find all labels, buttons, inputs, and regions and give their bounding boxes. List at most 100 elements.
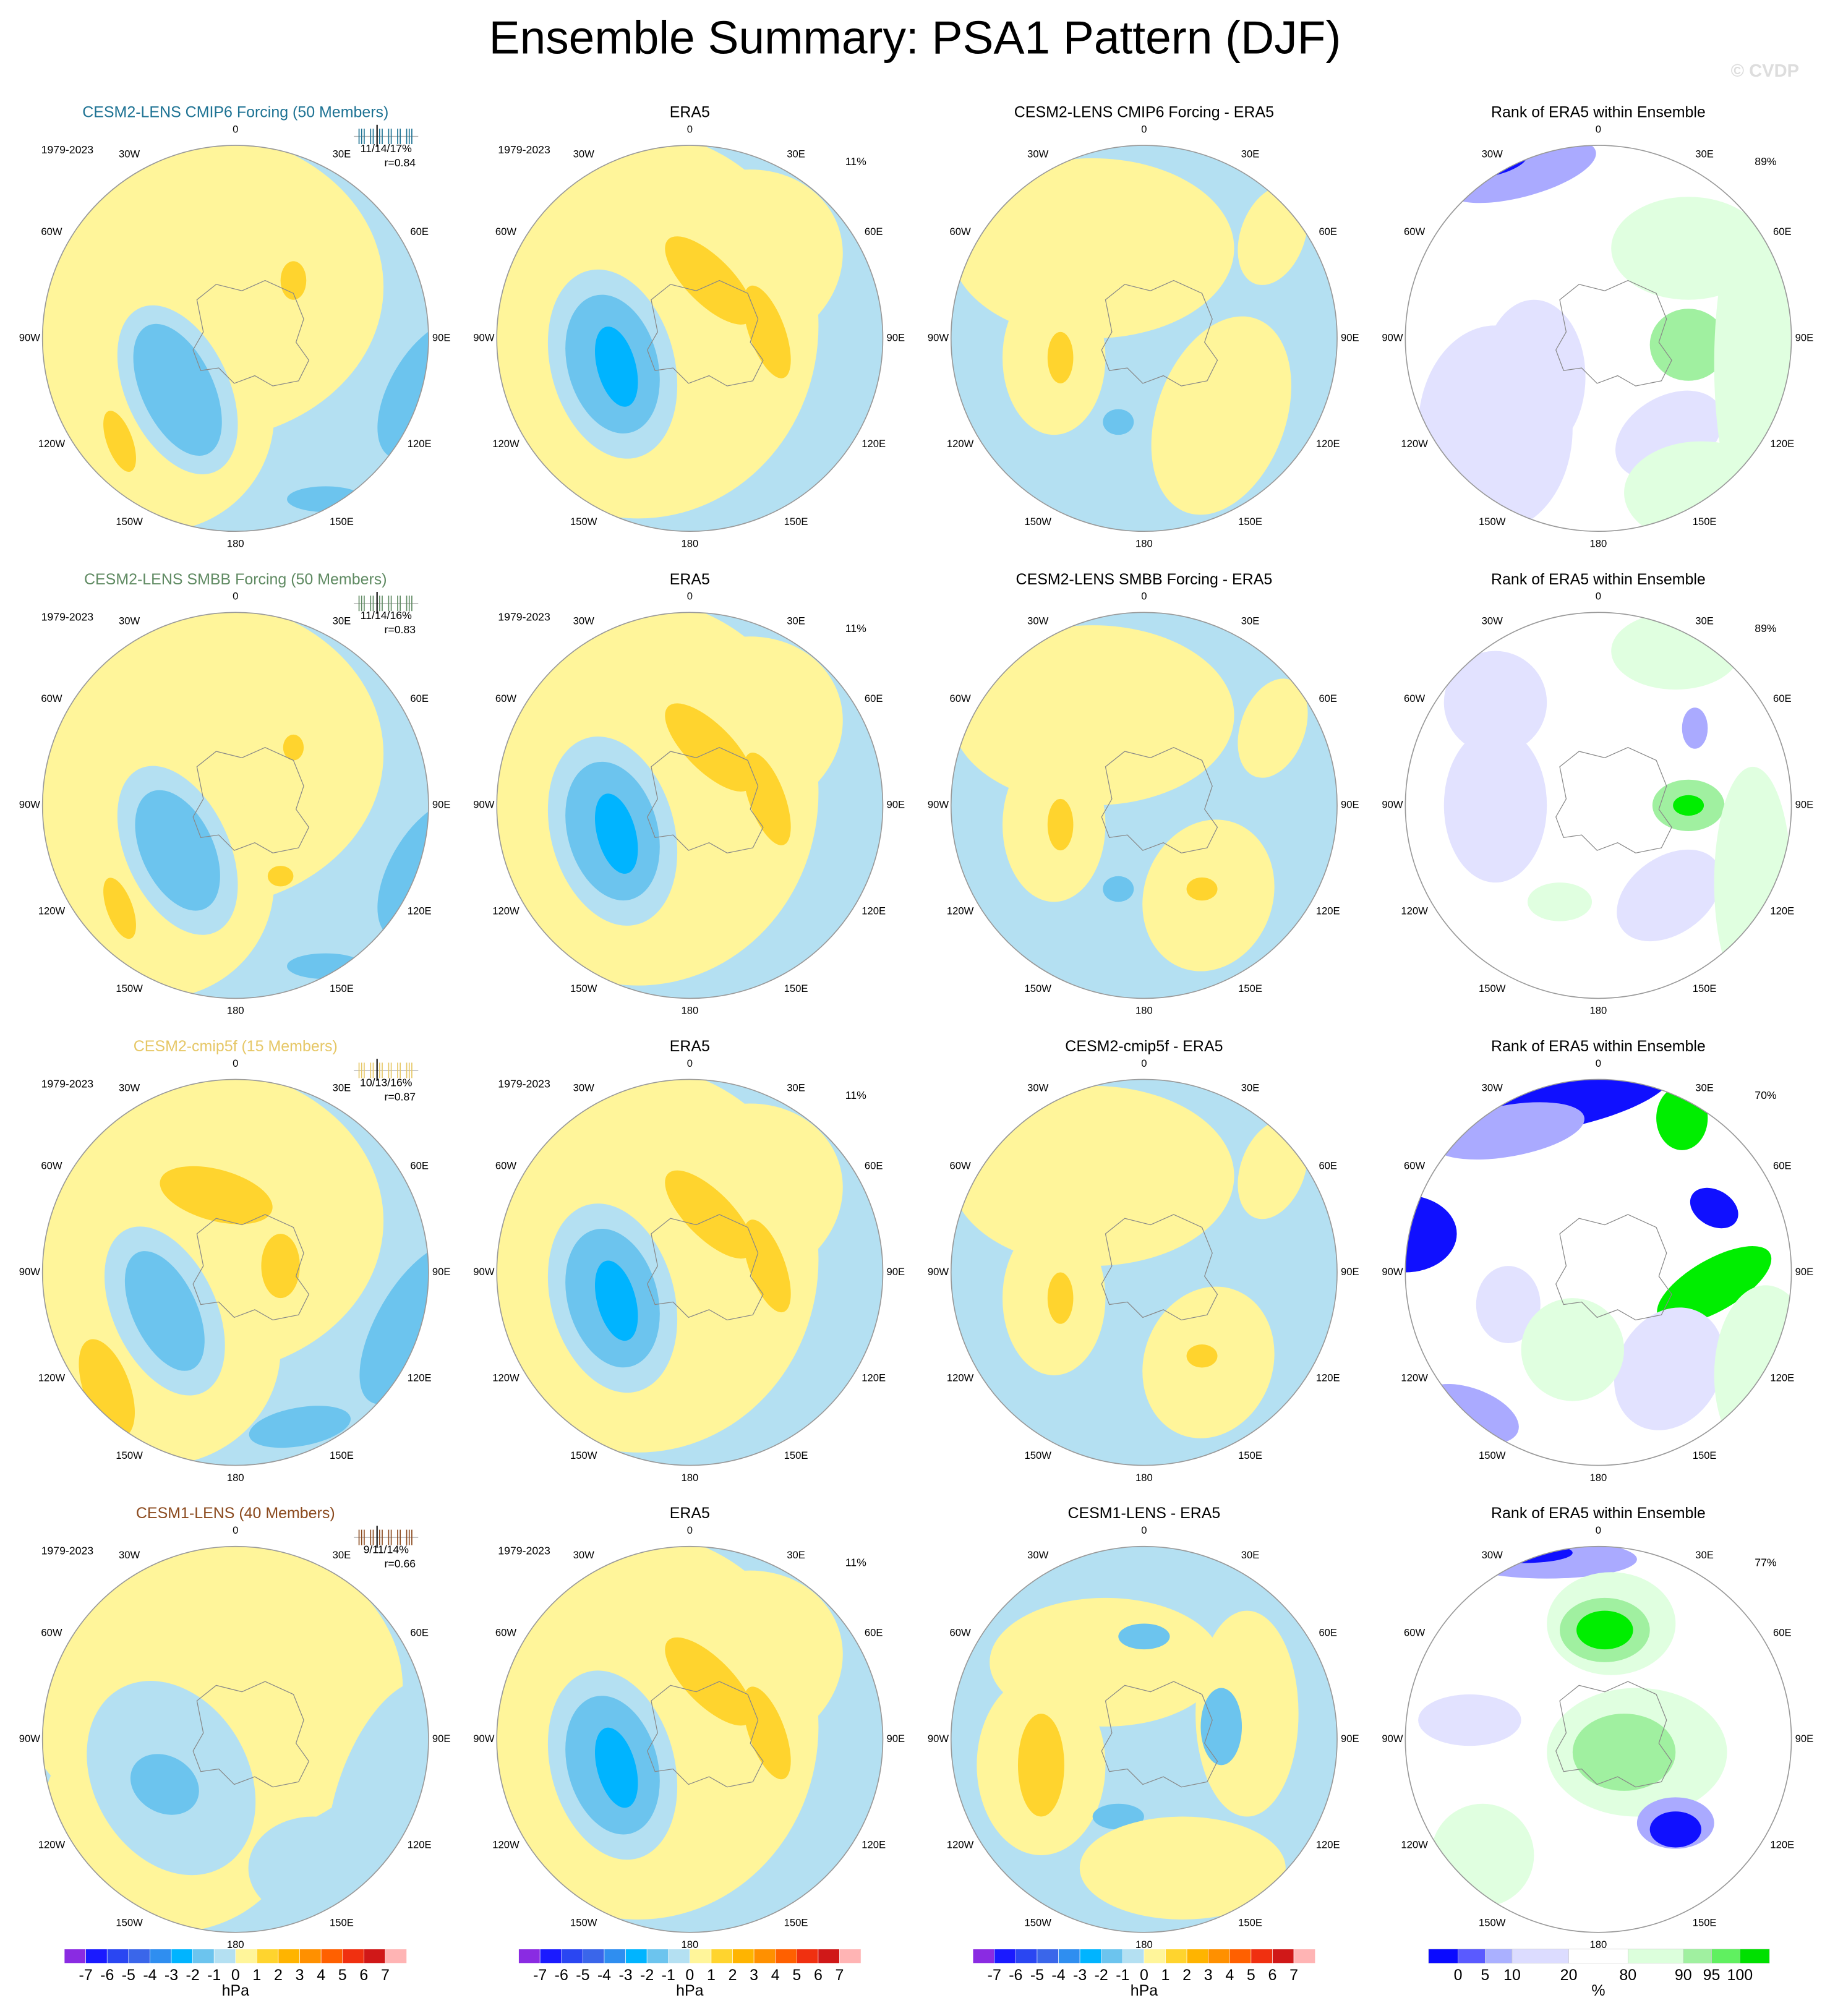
longitude-label: 120E bbox=[862, 1839, 886, 1851]
longitude-label: 60E bbox=[410, 1626, 429, 1638]
map-region bbox=[665, 236, 753, 325]
map-region bbox=[595, 327, 638, 407]
colorbar-box bbox=[1293, 1949, 1315, 1964]
colorbar-label: 3 bbox=[1204, 1967, 1213, 1984]
map-region bbox=[1572, 1714, 1676, 1791]
longitude-label: 90W bbox=[473, 799, 494, 811]
colorbar-label: -6 bbox=[555, 1967, 568, 1984]
colorbar-box bbox=[1458, 1949, 1486, 1964]
longitude-label: 150W bbox=[116, 516, 143, 527]
rank-percent: 89% bbox=[1755, 622, 1777, 634]
longitude-label: 150W bbox=[1479, 516, 1506, 527]
longitude-label: 150W bbox=[116, 1450, 143, 1461]
longitude-label: 120W bbox=[492, 438, 519, 450]
map bbox=[951, 145, 1338, 532]
period: 1979-2023 bbox=[498, 610, 550, 623]
period: 1979-2023 bbox=[498, 1077, 550, 1090]
longitude-label: 30E bbox=[787, 1549, 805, 1561]
longitude-label: 60E bbox=[1773, 693, 1792, 704]
map-region bbox=[1047, 798, 1074, 851]
longitude-label: 120E bbox=[1316, 1839, 1340, 1851]
map bbox=[42, 1546, 429, 1933]
map-region bbox=[249, 1406, 351, 1448]
map-border bbox=[41, 145, 429, 532]
longitude-label: 90E bbox=[432, 799, 451, 811]
colorbar-label: 2 bbox=[274, 1967, 283, 1984]
colorbar-box bbox=[192, 1949, 215, 1964]
map-region bbox=[359, 1243, 429, 1404]
map-region bbox=[1047, 1272, 1074, 1324]
longitude-label: 90E bbox=[432, 332, 451, 344]
map-region bbox=[639, 169, 843, 353]
longitude-label: 60W bbox=[1404, 226, 1425, 237]
stats: 10/13/16% bbox=[360, 1076, 413, 1088]
colorbar-label: -7 bbox=[988, 1967, 1001, 1984]
coastline bbox=[646, 747, 764, 853]
map-region bbox=[1238, 678, 1308, 778]
longitude-label: 180 bbox=[1590, 1005, 1607, 1017]
longitude-label: 150E bbox=[784, 516, 808, 527]
coastline bbox=[192, 280, 310, 387]
colorbar-unit: hPa bbox=[1131, 1982, 1158, 1999]
colorbar-label: -2 bbox=[1095, 1967, 1108, 1984]
colorbar-label: -1 bbox=[207, 1967, 221, 1984]
variance: 11% bbox=[845, 1556, 866, 1568]
map-region bbox=[261, 1234, 300, 1299]
map-region bbox=[1103, 876, 1134, 902]
correlation: r=0.83 bbox=[385, 623, 416, 636]
map-region bbox=[103, 878, 136, 939]
longitude-label: 60W bbox=[495, 693, 516, 704]
panel-title: CESM1-LENS - ERA5 bbox=[1067, 1505, 1220, 1522]
longitude-label: 90W bbox=[1382, 799, 1403, 811]
longitude-label: 150E bbox=[784, 1450, 808, 1461]
colorbar-label: 6 bbox=[359, 1967, 368, 1984]
map bbox=[497, 145, 883, 532]
longitude-label: 30W bbox=[1482, 1082, 1503, 1094]
longitude-label: 180 bbox=[227, 1472, 244, 1484]
colorbar-label: 5 bbox=[338, 1967, 347, 1984]
longitude-label: 180 bbox=[681, 1939, 698, 1950]
colorbar-label: 0 bbox=[1140, 1967, 1148, 1984]
longitude-label: 120W bbox=[947, 438, 974, 450]
colorbar-label: 3 bbox=[750, 1967, 758, 1984]
map-region bbox=[1576, 1610, 1633, 1650]
longitude-label: 60W bbox=[949, 1626, 970, 1638]
longitude-label: 30W bbox=[1027, 1082, 1048, 1094]
colorbar-label: -6 bbox=[100, 1967, 114, 1984]
map-region bbox=[1690, 1187, 1738, 1229]
longitude-label: 90E bbox=[886, 332, 905, 344]
figure-title: Ensemble Summary: PSA1 Pattern (DJF) bbox=[489, 11, 1341, 63]
longitude-label: 150W bbox=[116, 983, 143, 994]
colorbar-label: 7 bbox=[381, 1967, 390, 1984]
longitude-label: 180 bbox=[227, 537, 244, 549]
longitude-label: 90E bbox=[886, 1266, 905, 1278]
colorbar-box bbox=[85, 1949, 108, 1964]
colorbar-box bbox=[1627, 1949, 1684, 1964]
longitude-label: 150W bbox=[1479, 983, 1506, 994]
coastline bbox=[646, 1214, 764, 1321]
panel-title: Rank of ERA5 within Ensemble bbox=[1491, 1505, 1706, 1522]
map-region bbox=[743, 1686, 791, 1780]
longitude-label: 180 bbox=[681, 1005, 698, 1017]
longitude-label: 120E bbox=[862, 1372, 886, 1384]
longitude-label: 120W bbox=[1401, 905, 1428, 916]
colorbar-box bbox=[646, 1949, 669, 1964]
longitude-label: 90W bbox=[928, 1266, 949, 1278]
map-region bbox=[1521, 1298, 1625, 1401]
colorbar-box bbox=[1428, 1949, 1458, 1964]
longitude-label: 180 bbox=[681, 537, 698, 549]
colorbar-box bbox=[1229, 1949, 1252, 1964]
colorbar-label: 5 bbox=[1247, 1967, 1255, 1984]
panel-title: Rank of ERA5 within Ensemble bbox=[1491, 1038, 1706, 1055]
longitude-label: 60W bbox=[949, 693, 970, 704]
colorbar-label: 3 bbox=[296, 1967, 304, 1984]
longitude-label: 60E bbox=[1319, 1160, 1337, 1171]
longitude-label: 150E bbox=[784, 983, 808, 994]
panel-title: CESM2-LENS CMIP6 Forcing (50 Members) bbox=[82, 104, 388, 121]
longitude-label: 90W bbox=[19, 1733, 40, 1745]
colorbar-label: 0 bbox=[1454, 1967, 1463, 1984]
colorbar-box bbox=[561, 1949, 583, 1964]
map bbox=[1405, 1546, 1792, 1933]
colorbar-box bbox=[342, 1949, 364, 1964]
map-region bbox=[124, 1251, 205, 1371]
